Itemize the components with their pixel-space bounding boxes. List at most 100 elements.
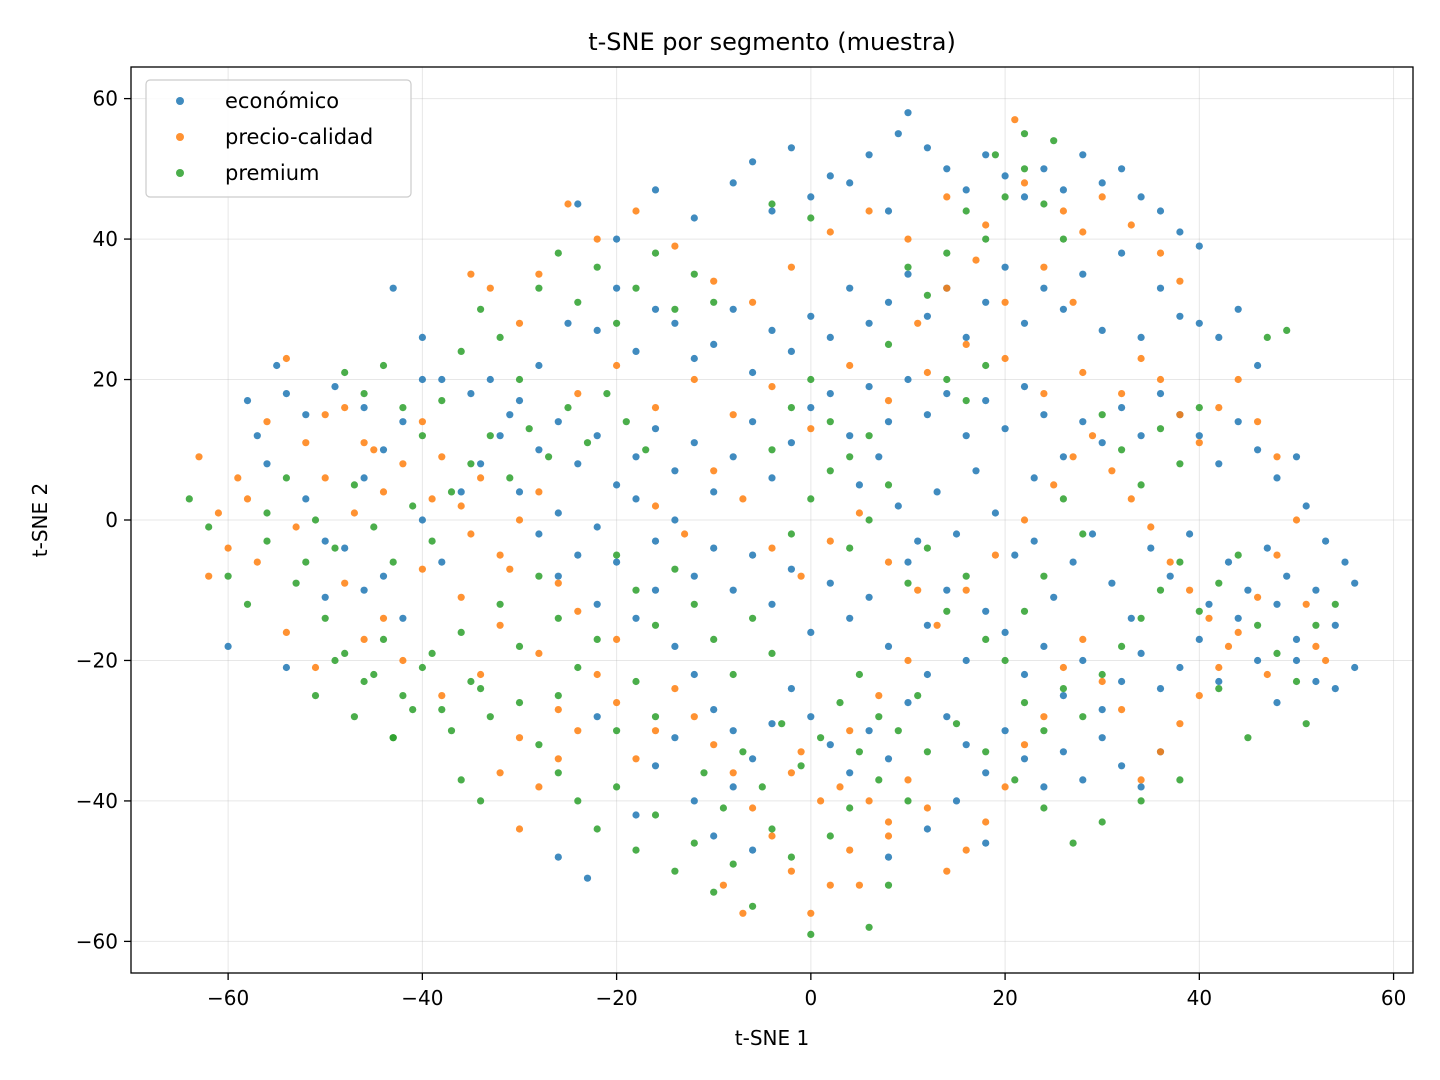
data-point — [904, 558, 912, 566]
data-point — [341, 544, 349, 552]
data-point — [613, 481, 621, 489]
data-point — [583, 874, 592, 882]
data-point — [787, 530, 796, 538]
data-point — [1147, 544, 1155, 552]
data-point — [651, 502, 660, 510]
data-point — [360, 635, 368, 644]
data-point — [690, 439, 698, 447]
data-point — [982, 221, 990, 229]
data-point — [438, 558, 446, 566]
data-point — [632, 811, 640, 819]
data-point — [952, 720, 961, 728]
data-point — [506, 411, 514, 419]
data-point — [768, 200, 776, 208]
data-point — [962, 186, 970, 194]
data-point — [263, 460, 271, 468]
data-point — [884, 832, 893, 840]
data-point — [632, 495, 640, 503]
data-point — [1224, 558, 1233, 566]
data-point — [535, 361, 543, 370]
data-point — [962, 741, 970, 749]
data-point — [292, 523, 300, 531]
data-point — [884, 298, 893, 306]
data-point — [389, 558, 397, 566]
data-point — [807, 628, 815, 637]
data-point — [632, 207, 640, 215]
data-point — [1098, 677, 1106, 686]
data-point — [302, 439, 310, 447]
data-point — [904, 235, 912, 243]
data-point — [496, 769, 504, 777]
data-point — [554, 418, 562, 426]
data-point — [457, 776, 465, 784]
legend-label-premium: premium — [225, 161, 319, 185]
data-point — [1312, 642, 1320, 651]
legend-marker-premium — [176, 169, 184, 177]
data-point — [1137, 783, 1145, 791]
data-point — [1118, 446, 1126, 454]
data-point — [428, 649, 436, 658]
data-point — [321, 614, 329, 622]
data-point — [904, 263, 912, 271]
data-point — [535, 649, 543, 658]
data-point — [535, 488, 543, 496]
data-point — [855, 881, 864, 889]
data-point — [914, 537, 922, 545]
data-point — [787, 769, 796, 777]
data-point — [1302, 502, 1310, 510]
data-point — [496, 600, 504, 608]
data-point — [710, 741, 718, 749]
data-point — [360, 474, 368, 482]
data-point — [787, 347, 796, 355]
data-point — [632, 755, 640, 763]
data-point — [574, 460, 582, 468]
data-point — [1020, 165, 1029, 173]
data-point — [710, 467, 718, 475]
data-point — [379, 446, 388, 454]
data-point — [1244, 734, 1252, 742]
data-point — [1215, 579, 1223, 587]
data-point — [807, 375, 815, 384]
data-point — [1147, 523, 1155, 531]
data-point — [1059, 305, 1067, 313]
data-point — [1098, 193, 1106, 201]
data-point — [865, 516, 873, 524]
data-point — [768, 446, 776, 454]
data-point — [1020, 670, 1029, 679]
data-point — [787, 853, 796, 861]
data-point — [904, 109, 912, 117]
data-point — [321, 411, 329, 419]
data-point — [1254, 621, 1262, 629]
data-point — [787, 867, 796, 875]
data-point — [671, 467, 679, 475]
data-point — [1059, 692, 1067, 700]
data-point — [1254, 418, 1262, 426]
data-point — [535, 530, 543, 538]
data-point — [982, 635, 990, 644]
data-point — [574, 797, 582, 805]
data-point — [205, 523, 213, 531]
data-point — [350, 481, 358, 489]
data-point — [389, 734, 397, 742]
data-point — [457, 593, 465, 601]
data-point — [379, 488, 388, 496]
data-point — [982, 151, 990, 159]
data-point — [846, 846, 854, 854]
data-point — [846, 284, 854, 292]
data-point — [729, 783, 737, 791]
data-point — [865, 727, 873, 735]
data-point — [1011, 551, 1019, 559]
data-point — [1156, 375, 1165, 384]
data-point — [477, 685, 485, 693]
data-point — [749, 902, 757, 910]
data-point — [797, 762, 805, 770]
data-point — [923, 544, 932, 552]
data-point — [1040, 783, 1048, 791]
data-point — [331, 656, 339, 665]
data-point — [467, 390, 475, 398]
data-point — [418, 418, 426, 426]
data-point — [982, 748, 990, 756]
data-point — [1273, 699, 1281, 707]
data-point — [768, 600, 776, 608]
data-point — [457, 347, 465, 355]
